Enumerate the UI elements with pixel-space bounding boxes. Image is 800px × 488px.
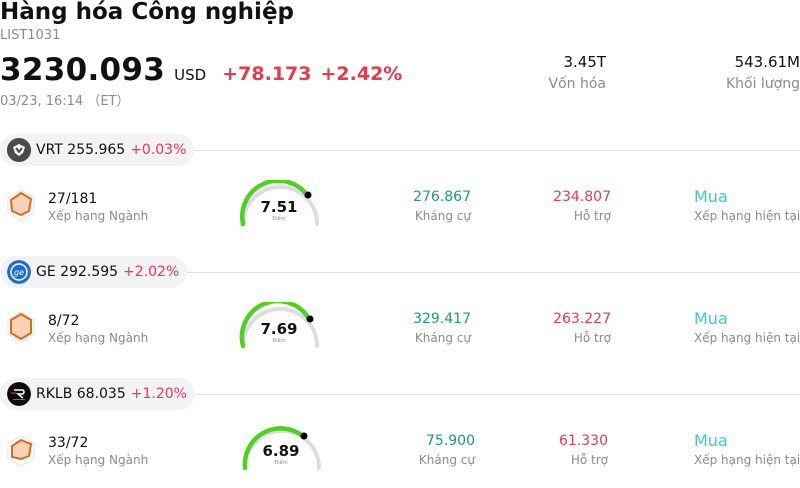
rating-label: Xếp hạng hiện tại xyxy=(694,453,800,467)
resistance-label: Kháng cự xyxy=(418,453,475,467)
rating-label: Xếp hạng hiện tại xyxy=(694,209,800,223)
price-change-percent: +2.42% xyxy=(320,63,403,85)
current-rating: Mua Xếp hạng hiện tại xyxy=(694,431,800,467)
resistance: 329.417 Kháng cự xyxy=(413,311,471,345)
resistance-value: 75.900 xyxy=(426,433,475,449)
timestamp: 03/23, 16:14 （ET） xyxy=(0,94,130,109)
industry-rank-radar-icon xyxy=(7,435,35,467)
index-price: 3230.093 xyxy=(0,52,166,88)
market-cap-value: 3.45T xyxy=(563,53,606,71)
volume-stat: 543.61M Khối lượng xyxy=(726,53,800,92)
score-gauge: 7.69 Điểm xyxy=(238,302,324,350)
market-cap-stat: 3.45T Vốn hóa xyxy=(549,53,606,92)
currency: USD xyxy=(174,66,207,84)
divider xyxy=(180,150,800,151)
divider xyxy=(172,272,800,273)
score-label: Điểm xyxy=(272,216,286,222)
price-change: +78.173 xyxy=(222,63,312,85)
volume-value: 543.61M xyxy=(734,53,800,71)
stock-pill-vrt[interactable]: VRT 255.965 +0.03% xyxy=(0,134,195,166)
score-label: Điểm xyxy=(272,338,286,344)
rating-value: Mua xyxy=(694,187,728,206)
resistance-label: Kháng cự xyxy=(414,331,471,345)
resistance-label: Kháng cự xyxy=(414,209,471,223)
ticker-change-percent: +0.03% xyxy=(130,142,187,158)
support-label: Hỗ trợ xyxy=(573,331,611,345)
industry-rank: 27/181 Xếp hạng Ngành xyxy=(48,191,148,223)
industry-rank-label: Xếp hạng Ngành xyxy=(48,331,149,345)
vertiv-logo-icon xyxy=(7,138,31,162)
score-value: 7.51 xyxy=(260,198,298,216)
support-value: 234.807 xyxy=(553,189,611,205)
industry-rank-radar-icon xyxy=(7,189,35,221)
support-label: Hỗ trợ xyxy=(570,453,608,467)
volume-label: Khối lượng xyxy=(725,76,800,92)
industry-rank-value: 27/181 xyxy=(48,191,98,207)
support-label: Hỗ trợ xyxy=(573,209,611,223)
ticker-price: VRT 255.965 xyxy=(36,142,126,158)
ticker-price: GE 292.595 xyxy=(36,264,119,280)
stock-card-rklb[interactable]: RKLB 68.035 +1.20% 33/72 Xếp hạng Ngành … xyxy=(0,378,800,488)
stock-pill-ge[interactable]: ge GE 292.595 +2.02% xyxy=(0,256,188,288)
resistance-value: 276.867 xyxy=(413,189,471,205)
current-rating: Mua Xếp hạng hiện tại xyxy=(694,187,800,223)
resistance-value: 329.417 xyxy=(413,311,471,327)
industry-rank: 33/72 Xếp hạng Ngành xyxy=(48,435,148,467)
divider xyxy=(180,394,800,395)
stock-card-vrt[interactable]: VRT 255.965 +0.03% 27/181 Xếp hạng Ngành… xyxy=(0,134,800,256)
resistance: 276.867 Kháng cự xyxy=(413,189,471,223)
rating-value: Mua xyxy=(694,309,728,328)
rating-value: Mua xyxy=(694,431,728,450)
ticker-change-percent: +2.02% xyxy=(123,264,180,280)
industry-rank-value: 8/72 xyxy=(48,313,80,329)
support-value: 61.330 xyxy=(559,433,608,449)
current-rating: Mua Xếp hạng hiện tại xyxy=(694,309,800,345)
score-value: 6.89 xyxy=(262,442,300,460)
industry-rank-value: 33/72 xyxy=(48,435,89,451)
page-title: Hàng hóa Công nghiệp xyxy=(0,0,295,25)
support-value: 263.227 xyxy=(553,311,611,327)
index-symbol: LIST1031 xyxy=(0,28,61,43)
resistance: 75.900 Kháng cự xyxy=(419,433,475,467)
rating-label: Xếp hạng hiện tại xyxy=(694,331,800,345)
industry-rank: 8/72 Xếp hạng Ngành xyxy=(48,313,148,345)
industry-rank-radar-icon xyxy=(7,311,35,343)
score-value: 7.69 xyxy=(260,320,298,338)
industry-rank-label: Xếp hạng Ngành xyxy=(48,209,149,223)
ticker-price: RKLB 68.035 xyxy=(36,386,126,402)
score-label: Điểm xyxy=(274,460,288,466)
stock-pill-rklb[interactable]: RKLB 68.035 +1.20% xyxy=(0,378,195,410)
ticker-change-percent: +1.20% xyxy=(130,386,187,402)
market-cap-label: Vốn hóa xyxy=(548,76,606,92)
ge-logo-icon: ge xyxy=(7,260,31,284)
support: 234.807 Hỗ trợ xyxy=(553,189,611,223)
rocket-lab-logo-icon xyxy=(7,382,31,406)
score-gauge: 6.89 Điểm xyxy=(240,424,326,472)
stock-card-ge[interactable]: ge GE 292.595 +2.02% 8/72 Xếp hạng Ngành… xyxy=(0,256,800,378)
support: 263.227 Hỗ trợ xyxy=(553,311,611,345)
price-row: 3230.093 USD +78.173 +2.42% xyxy=(0,52,402,88)
svg-text:ge: ge xyxy=(14,268,24,277)
industry-rank-label: Xếp hạng Ngành xyxy=(48,453,149,467)
support: 61.330 Hỗ trợ xyxy=(559,433,608,467)
score-gauge: 7.51 Điểm xyxy=(238,180,324,228)
